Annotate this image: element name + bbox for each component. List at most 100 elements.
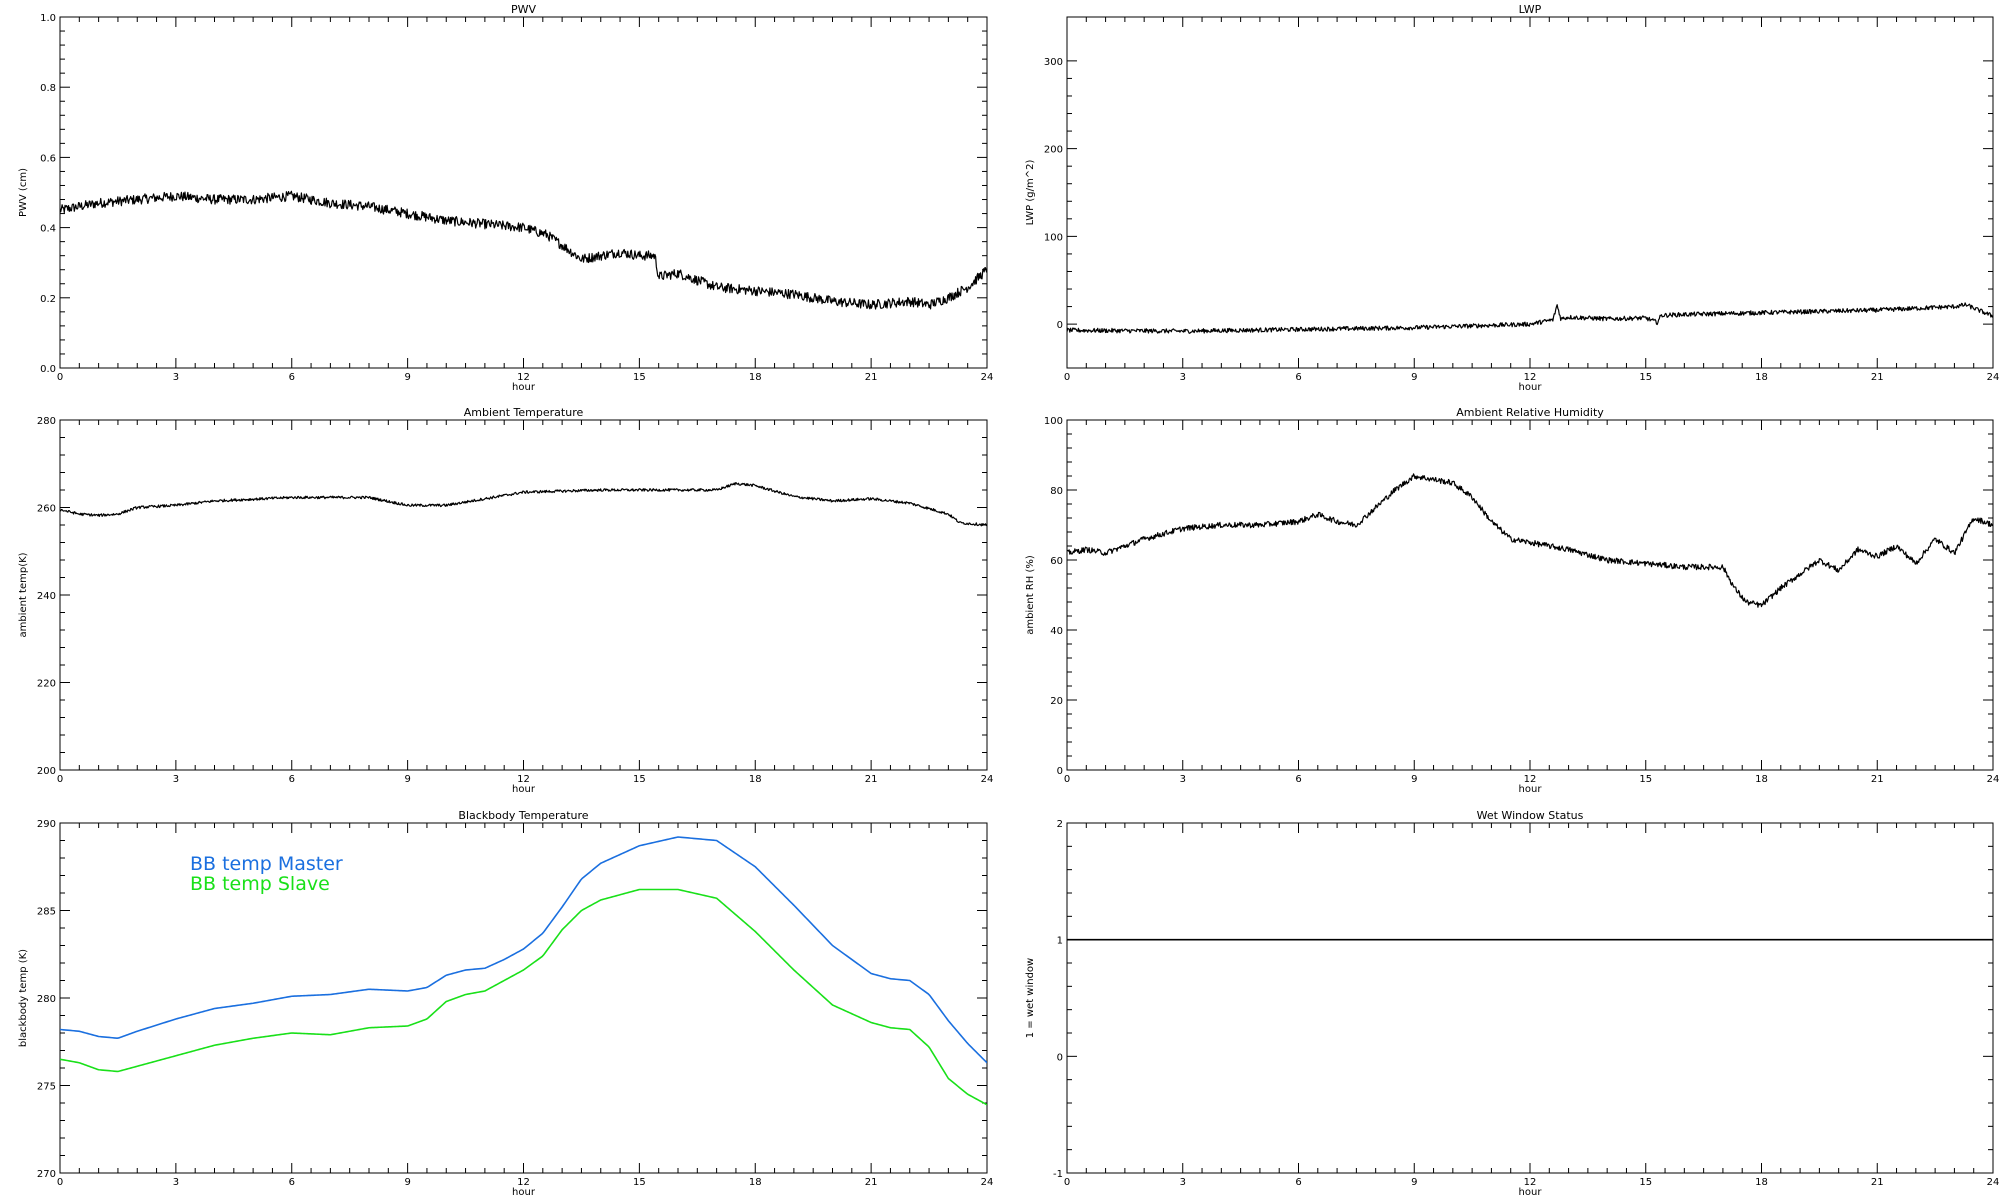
ambient-temperature-x-tick-label: 6 <box>289 774 295 785</box>
ambient-rh-plot-frame <box>1066 419 1994 771</box>
wet-window-x-tick-label: 18 <box>1755 1177 1768 1188</box>
pwv-y-tick-label: 0.2 <box>40 294 56 305</box>
blackbody-temperature-y-tick-label: 290 <box>37 819 56 830</box>
wet-window-x-axis-label: hour <box>1519 1187 1543 1198</box>
pwv-x-tick-label: 6 <box>289 372 295 383</box>
wet-window-x-tick-label: 12 <box>1524 1177 1537 1188</box>
blackbody-temperature-x-tick-label: 12 <box>517 1177 530 1188</box>
blackbody-temperature-y-tick-label: 285 <box>37 907 56 918</box>
pwv-x-tick-label: 3 <box>173 372 179 383</box>
lwp-y-tick-label: 0 <box>1057 320 1063 331</box>
pwv-x-tick-label: 18 <box>749 372 762 383</box>
blackbody-temperature-y-tick-label: 275 <box>37 1082 56 1093</box>
lwp-y-tick-label: 300 <box>1044 57 1063 68</box>
pwv-x-tick-label: 21 <box>865 372 878 383</box>
lwp-y-tick-label: 200 <box>1044 145 1063 156</box>
legend-entry-bb-temp-master: BB temp Master <box>190 853 343 875</box>
pwv-series-data-line <box>60 190 987 310</box>
blackbody-temperature-x-tick-label: 3 <box>173 1177 179 1188</box>
ambient-rh-x-tick-label: 9 <box>1411 774 1417 785</box>
ambient-temperature-y-tick-label: 260 <box>37 504 56 515</box>
wet-window-plot-frame <box>1066 822 1994 1174</box>
wet-window-x-tick-label: 24 <box>1987 1177 2000 1188</box>
pwv-x-tick-label: 0 <box>57 372 63 383</box>
pwv-panel: PWV 0 3 6 9 12 15 18 21 24 hour 0.0 0.2 0.4 0.6 0.8 1.0 P… <box>18 3 993 393</box>
ambient-temperature-x-tick-label: 18 <box>749 774 762 785</box>
blackbody-temperature-x-tick-label: 6 <box>289 1177 295 1188</box>
ambient-temperature-y-tick-label: 240 <box>37 591 56 602</box>
ambient-temperature-panel: Ambient Temperature 0 3 6 9 12 15 18 21 24 hour 200… <box>18 406 993 795</box>
pwv-y-tick-label: 0.6 <box>40 153 56 164</box>
ambient-rh-series-data-line <box>1067 473 1993 608</box>
ambient-rh-x-tick-label: 18 <box>1755 774 1768 785</box>
ambient-rh-x-tick-label: 24 <box>1987 774 2000 785</box>
ambient-temperature-series-data-line <box>60 482 987 527</box>
blackbody-temperature-y-axis-label: blackbody temp (K) <box>18 949 29 1047</box>
ambient-temperature-y-axis-label: ambient temp(K) <box>18 552 29 637</box>
blackbody-temperature-series-bb-temp-slave-line <box>60 888 987 1106</box>
lwp-x-tick-label: 9 <box>1411 372 1417 383</box>
ambient-temperature-x-tick-label: 9 <box>404 774 410 785</box>
ambient-rh-y-axis-label: ambient RH (%) <box>1025 555 1036 635</box>
wet-window-x-tick-label: 3 <box>1180 1177 1186 1188</box>
ambient-rh-x-tick-label: 0 <box>1064 774 1070 785</box>
blackbody-temperature-y-tick-label: 270 <box>37 1169 56 1180</box>
ambient-temperature-x-tick-label: 0 <box>57 774 63 785</box>
lwp-title: LWP <box>1519 3 1542 16</box>
ambient-temperature-x-axis-label: hour <box>512 784 536 795</box>
ambient-temperature-x-tick-label: 3 <box>173 774 179 785</box>
ambient-rh-x-tick-label: 15 <box>1639 774 1652 785</box>
wet-window-x-tick-label: 9 <box>1411 1177 1417 1188</box>
pwv-y-tick-label: 1.0 <box>40 13 56 24</box>
pwv-title: PWV <box>511 3 537 16</box>
lwp-x-tick-label: 18 <box>1755 372 1768 383</box>
pwv-y-tick-label: 0.0 <box>40 364 56 375</box>
ambient-temperature-y-tick-label: 280 <box>37 416 56 427</box>
blackbody-temperature-x-axis-label: hour <box>512 1187 536 1198</box>
blackbody-temperature-title: Blackbody Temperature <box>458 809 588 822</box>
ambient-temperature-x-tick-label: 24 <box>981 774 994 785</box>
lwp-x-tick-label: 24 <box>1987 372 2000 383</box>
pwv-x-tick-label: 24 <box>981 372 994 383</box>
pwv-y-tick-label: 0.8 <box>40 83 56 94</box>
ambient-rh-x-tick-label: 3 <box>1180 774 1186 785</box>
lwp-x-tick-label: 21 <box>1871 372 1884 383</box>
ambient-rh-y-tick-label: 0 <box>1057 766 1063 777</box>
blackbody-temperature-x-tick-label: 15 <box>633 1177 646 1188</box>
lwp-x-tick-label: 3 <box>1180 372 1186 383</box>
lwp-x-tick-label: 0 <box>1064 372 1070 383</box>
ambient-rh-x-tick-label: 21 <box>1871 774 1884 785</box>
blackbody-temperature-panel: Blackbody Temperature 0 3 6 9 12 15 18 21 24 hour 2… <box>18 809 993 1198</box>
ambient-temperature-x-tick-label: 15 <box>633 774 646 785</box>
ambient-rh-title: Ambient Relative Humidity <box>1456 406 1604 419</box>
ambient-rh-panel: Ambient Relative Humidity 0 3 6 9 12 15 18 21 24 h… <box>1025 406 1999 795</box>
ambient-rh-y-tick-label: 100 <box>1044 416 1063 427</box>
ambient-temperature-plot-frame <box>59 419 988 771</box>
blackbody-temperature-x-tick-label: 0 <box>57 1177 63 1188</box>
blackbody-temperature-x-tick-label: 18 <box>749 1177 762 1188</box>
ambient-rh-y-tick-label: 60 <box>1050 556 1063 567</box>
blackbody-temperature-y-tick-label: 280 <box>37 994 56 1005</box>
wet-window-y-axis-label: 1 = wet window <box>1025 958 1036 1038</box>
ambient-rh-y-tick-label: 40 <box>1050 626 1063 637</box>
blackbody-temperature-series-bb-temp-master-line <box>60 836 987 1064</box>
lwp-series-data-line <box>1067 302 1993 334</box>
pwv-y-axis-label: PWV (cm) <box>18 168 29 217</box>
ambient-temperature-x-tick-label: 21 <box>865 774 878 785</box>
lwp-y-axis-label: LWP (g/m^2) <box>1025 160 1036 226</box>
blackbody-temperature-x-tick-label: 9 <box>404 1177 410 1188</box>
pwv-x-tick-label: 15 <box>633 372 646 383</box>
pwv-x-tick-label: 9 <box>404 372 410 383</box>
pwv-x-axis-label: hour <box>512 382 536 393</box>
wet-window-title: Wet Window Status <box>1477 809 1584 822</box>
wet-window-x-tick-label: 15 <box>1639 1177 1652 1188</box>
pwv-y-tick-label: 0.4 <box>40 224 56 235</box>
ambient-temperature-y-tick-label: 220 <box>37 679 56 690</box>
ambient-rh-y-tick-label: 80 <box>1050 486 1063 497</box>
lwp-x-axis-label: hour <box>1519 382 1543 393</box>
wet-window-x-tick-label: 6 <box>1295 1177 1301 1188</box>
ambient-rh-y-tick-label: 20 <box>1050 696 1063 707</box>
wet-window-y-tick-label: 2 <box>1057 819 1063 830</box>
pwv-plot-frame <box>59 16 988 369</box>
